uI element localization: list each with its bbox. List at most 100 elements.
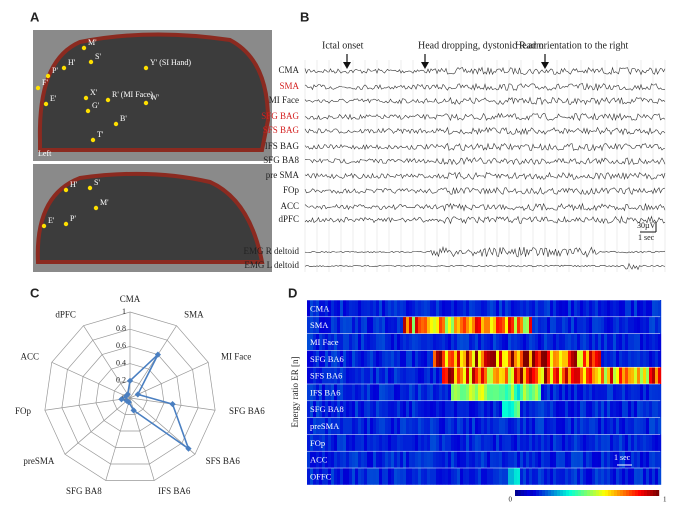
heat-cell: [628, 316, 632, 334]
heat-cell: [307, 384, 311, 401]
heat-cell: [562, 350, 566, 368]
heat-cell: [571, 451, 575, 468]
heat-cell: [640, 300, 644, 317]
heat-cell: [499, 400, 503, 418]
heat-cell: [433, 367, 437, 384]
heat-cell: [643, 316, 647, 334]
heat-cell: [454, 434, 458, 452]
heat-cell: [319, 333, 323, 351]
heat-cell: [550, 384, 554, 401]
heat-cell: [472, 400, 476, 418]
heat-cell: [406, 400, 410, 418]
colorbar: [545, 490, 549, 496]
heat-cell: [556, 333, 560, 351]
heat-cell: [358, 400, 362, 418]
heat-cell: [358, 367, 362, 384]
axis-label: preSMA: [23, 456, 54, 466]
heat-cell: [322, 333, 326, 351]
heat-cell: [649, 434, 653, 452]
heat-cell: [523, 316, 527, 334]
heat-cell: [598, 350, 602, 368]
heat-cell: [454, 417, 458, 435]
heat-cell: [487, 316, 491, 334]
heat-cell: [403, 350, 407, 368]
colorbar-label: 0: [509, 496, 513, 504]
heat-cell: [382, 451, 386, 468]
heat-cell: [517, 384, 521, 401]
heat-cell: [316, 400, 320, 418]
heat-cell: [451, 316, 455, 334]
heat-cell: [457, 400, 461, 418]
heat-cell: [574, 350, 578, 368]
heat-cell: [592, 333, 596, 351]
heat-cell: [349, 417, 353, 435]
heat-cell: [403, 434, 407, 452]
heat-cell: [355, 434, 359, 452]
colorbar: [635, 490, 639, 496]
heat-cell: [391, 316, 395, 334]
heat-cell: [643, 333, 647, 351]
heat-cell: [415, 417, 419, 435]
heat-cell: [538, 333, 542, 351]
heat-cell: [307, 350, 311, 368]
heat-cell: [343, 384, 347, 401]
heat-cell: [643, 367, 647, 384]
heat-cell: [406, 451, 410, 468]
heat-cell: [424, 333, 428, 351]
heat-cell: [634, 434, 638, 452]
heat-cell: [415, 434, 419, 452]
heat-cell: [481, 367, 485, 384]
heat-cell: [421, 468, 425, 485]
heat-cell: [583, 468, 587, 485]
heat-cell: [556, 316, 560, 334]
heat-cell: [322, 451, 326, 468]
heat-cell: [547, 451, 551, 468]
heat-cell: [385, 350, 389, 368]
heat-cell: [574, 367, 578, 384]
heat-cell: [565, 434, 569, 452]
heat-cell: [607, 468, 611, 485]
heat-cell: [505, 468, 509, 485]
heat-cell: [526, 451, 530, 468]
heat-cell: [328, 417, 332, 435]
heat-cell: [424, 468, 428, 485]
heat-cell: [604, 350, 608, 368]
heat-cell: [331, 417, 335, 435]
heat-cell: [382, 300, 386, 317]
heat-cell: [610, 400, 614, 418]
heat-cell: [484, 333, 488, 351]
colorbar: [578, 490, 582, 496]
heat-cell: [454, 384, 458, 401]
brain-slice: [35, 171, 265, 264]
colorbar: [566, 490, 570, 496]
heat-cell: [634, 333, 638, 351]
heat-cell: [358, 384, 362, 401]
heat-cell: [313, 300, 317, 317]
heat-cell: [619, 400, 623, 418]
heat-cell: [601, 434, 605, 452]
heat-cell: [613, 316, 617, 334]
heat-cell: [580, 400, 584, 418]
heat-cell: [325, 333, 329, 351]
heat-cell: [475, 434, 479, 452]
heat-cell: [565, 350, 569, 368]
heat-cell: [436, 316, 440, 334]
heat-cell: [325, 300, 329, 317]
heat-cell: [622, 434, 626, 452]
heat-cell: [439, 350, 443, 368]
heat-cell: [505, 451, 509, 468]
heat-cell: [364, 367, 368, 384]
heat-cell: [406, 468, 410, 485]
heat-cell: [601, 451, 605, 468]
electrode-label: Y' (SI Hand): [150, 58, 191, 67]
heat-cell: [616, 300, 620, 317]
heat-cell: [469, 333, 473, 351]
heat-cell: [460, 367, 464, 384]
heat-cell: [562, 468, 566, 485]
electrode-label: S': [94, 178, 100, 187]
heat-cell: [526, 400, 530, 418]
heat-cell: [610, 451, 614, 468]
heat-cell: [355, 417, 359, 435]
heat-cell: [577, 300, 581, 317]
heat-cell: [577, 400, 581, 418]
